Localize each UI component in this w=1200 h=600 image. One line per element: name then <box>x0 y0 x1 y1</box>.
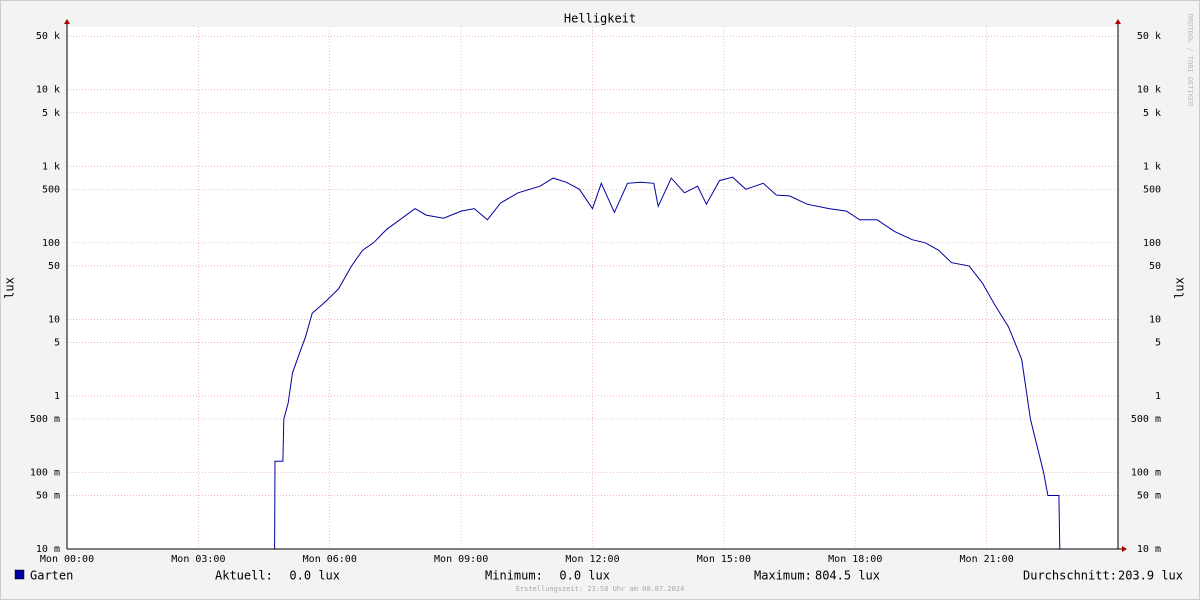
y2-tick-label: 5 k <box>1143 108 1161 119</box>
stat-label: Minimum: <box>485 569 543 583</box>
y-tick-label: 50 k <box>36 31 60 42</box>
x-tick-label: Mon 03:00 <box>171 554 225 565</box>
y-tick-label: 50 <box>48 261 60 272</box>
y-tick-label: 100 <box>42 238 60 249</box>
y-tick-label: 500 m <box>30 414 60 425</box>
stat-label: Maximum: <box>754 569 812 583</box>
y-tick-label: 5 <box>54 337 60 348</box>
axis-arrow <box>1115 19 1121 24</box>
y-tick-label: 10 <box>48 314 60 325</box>
y2-tick-label: 50 <box>1149 261 1161 272</box>
chart-title: Helligkeit <box>564 12 636 26</box>
y2-tick-label: 10 k <box>1137 85 1161 96</box>
legend-label: Garten <box>30 569 73 583</box>
y-tick-label: 1 <box>54 391 60 402</box>
y2-tick-label: 10 <box>1149 314 1161 325</box>
x-tick-label: Mon 15:00 <box>697 554 751 565</box>
x-tick-label: Mon 21:00 <box>960 554 1014 565</box>
y2-tick-label: 50 m <box>1137 490 1161 501</box>
y-tick-label: 10 m <box>36 544 60 555</box>
y2-axis-label: lux <box>1173 277 1187 299</box>
y2-tick-label: 10 m <box>1137 544 1161 555</box>
x-tick-label: Mon 18:00 <box>828 554 882 565</box>
y2-tick-label: 5 <box>1155 337 1161 348</box>
y-tick-label: 500 <box>42 184 60 195</box>
y-tick-label: 1 k <box>42 161 60 172</box>
y2-tick-label: 1 <box>1155 391 1161 402</box>
y2-tick-label: 1 k <box>1143 161 1161 172</box>
x-tick-label: Mon 00:00 <box>40 554 94 565</box>
x-tick-label: Mon 09:00 <box>434 554 488 565</box>
x-tick-label: Mon 06:00 <box>303 554 357 565</box>
footer: Erstellungszeit: 23:58 Uhr am 08.07.2024 <box>516 585 685 593</box>
watermark: RRDTOOL / TOBI OETIKER <box>1186 14 1194 108</box>
y2-tick-label: 500 <box>1143 184 1161 195</box>
y2-tick-label: 100 m <box>1131 467 1161 478</box>
data-line <box>67 176 1118 550</box>
axis-arrow <box>1122 546 1127 552</box>
y-tick-label: 100 m <box>30 467 60 478</box>
y2-tick-label: 500 m <box>1131 414 1161 425</box>
stat-value: 804.5 lux <box>815 569 880 583</box>
axis-arrow <box>64 19 70 24</box>
stat-value: 0.0 lux <box>289 569 340 583</box>
y-tick-label: 10 k <box>36 85 60 96</box>
y2-tick-label: 100 <box>1143 238 1161 249</box>
stat-value: 0.0 lux <box>559 569 610 583</box>
stat-label: Durchschnitt: <box>1023 569 1117 583</box>
x-tick-label: Mon 12:00 <box>565 554 619 565</box>
stat-label: Aktuell: <box>215 569 273 583</box>
y2-tick-label: 50 k <box>1137 31 1161 42</box>
y-tick-label: 5 k <box>42 108 60 119</box>
y-tick-label: 50 m <box>36 490 60 501</box>
y-axis-label: lux <box>3 277 17 299</box>
legend-swatch <box>14 569 25 580</box>
stat-value: 203.9 lux <box>1118 569 1183 583</box>
